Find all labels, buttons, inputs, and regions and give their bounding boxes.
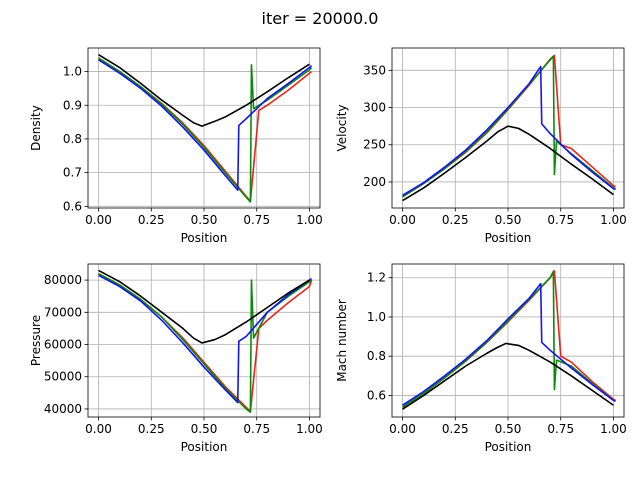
y-tick-label: 50000 (44, 370, 82, 384)
x-tick-label: 1.00 (296, 213, 323, 227)
x-tick-label: 1.00 (296, 422, 323, 436)
y-axis-label: Density (29, 105, 43, 151)
x-tick-label: 0.50 (495, 422, 522, 436)
axes-frame (87, 263, 321, 418)
series-line-blue (98, 274, 313, 404)
x-axis-label: Position (181, 440, 228, 454)
x-tick-label: 0.50 (495, 213, 522, 227)
subplot-2: 0.00 0.25 0.50 0.75 1.00 200 250 300 350 Position… (335, 47, 627, 245)
subplot-4: 0.00 0.25 0.50 0.75 1.00 0.6 0.8 1.0 1.2 Position… (335, 263, 627, 454)
y-axis-label: Pressure (29, 315, 43, 366)
y-tick-label: 1.2 (367, 271, 386, 285)
y-tick-label: 40000 (44, 402, 82, 416)
y-tick-label: 0.6 (63, 199, 82, 213)
y-axis-label: Velocity (335, 104, 349, 151)
series-line-green (98, 272, 313, 413)
y-tick-label: 70000 (44, 305, 82, 319)
y-tick-label: 200 (363, 175, 386, 189)
x-axis-label: Position (181, 231, 228, 245)
subplot-3: 0.00 0.25 0.50 0.75 1.00 40000 50000 60000 70000… (29, 263, 323, 454)
series-line-green (402, 55, 617, 198)
series-line-blue (402, 282, 616, 406)
y-tick-label: 0.6 (367, 388, 386, 402)
x-axis-label: Position (485, 231, 532, 245)
series-line-black (402, 125, 614, 202)
x-tick-label: 0.75 (243, 213, 270, 227)
y-tick-label: 350 (363, 63, 386, 77)
y-tick-label: 1.0 (63, 65, 82, 79)
y-tick-label: 0.8 (63, 132, 82, 146)
y-tick-label: 60000 (44, 338, 82, 352)
figure-title: iter = 20000.0 (262, 9, 379, 28)
x-tick-label: 0.50 (191, 422, 218, 436)
y-tick-label: 0.7 (63, 166, 82, 180)
x-tick-label: 0.00 (389, 213, 416, 227)
x-tick-label: 0.75 (243, 422, 270, 436)
y-tick-label: 1.0 (367, 310, 386, 324)
y-tick-label: 0.9 (63, 98, 82, 112)
series-line-blue (98, 59, 313, 191)
y-tick-label: 80000 (44, 273, 82, 287)
x-tick-label: 0.25 (442, 213, 469, 227)
series-line-blue (402, 65, 616, 197)
axes-frame (391, 47, 625, 209)
y-axis-label: Mach number (335, 299, 349, 382)
x-tick-label: 1.00 (600, 422, 627, 436)
y-tick-label: 300 (363, 101, 386, 115)
series-line-black (98, 269, 310, 344)
y-tick-label: 250 (363, 138, 386, 152)
x-tick-label: 1.00 (600, 213, 627, 227)
series-line-green (98, 57, 313, 203)
subplot-1: 0.00 0.25 0.50 0.75 1.00 0.6 0.7 0.8 0.9 1.0 Posit… (29, 47, 323, 245)
series-line-black (402, 342, 614, 410)
x-tick-label: 0.75 (547, 213, 574, 227)
series-line-black (98, 54, 310, 127)
x-tick-label: 0.00 (85, 422, 112, 436)
x-tick-label: 0.25 (442, 422, 469, 436)
x-axis-label: Position (485, 440, 532, 454)
x-tick-label: 0.50 (191, 213, 218, 227)
x-tick-label: 0.00 (389, 422, 416, 436)
x-tick-label: 0.25 (138, 213, 165, 227)
x-tick-label: 0.25 (138, 422, 165, 436)
series-line-green (402, 270, 616, 408)
x-tick-label: 0.00 (85, 213, 112, 227)
y-tick-label: 0.8 (367, 349, 386, 363)
axes-frame (391, 263, 625, 418)
x-tick-label: 0.75 (547, 422, 574, 436)
axes-frame (87, 47, 321, 209)
